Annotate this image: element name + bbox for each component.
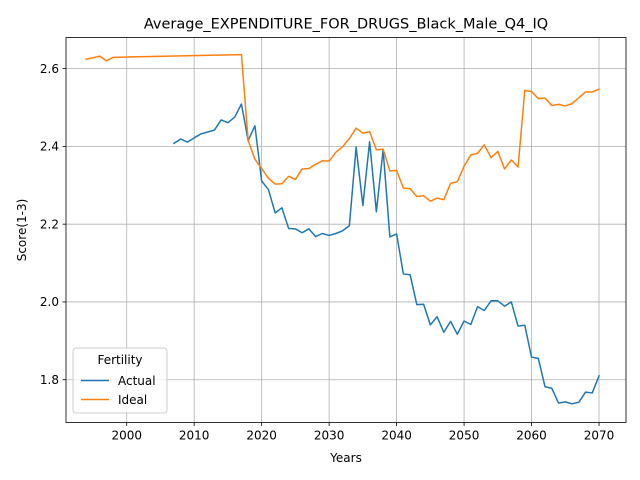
y-tick-label: 2.2 — [40, 217, 59, 231]
y-tick-label: 2.6 — [40, 62, 59, 76]
x-tick-label: 2030 — [314, 429, 345, 443]
x-tick-label: 2010 — [179, 429, 210, 443]
x-tick-label: 2060 — [516, 429, 547, 443]
legend-title: Fertility — [97, 353, 142, 367]
x-axis-ticks: 2000 2010 2020 2030 2040 2050 2060 2070 — [111, 422, 615, 443]
plot-frame — [65, 37, 627, 423]
x-tick-label: 2040 — [381, 429, 412, 443]
x-axis-label: Years — [329, 451, 362, 465]
legend-box — [72, 347, 168, 414]
y-axis-ticks: 1.8 2.0 2.2 2.4 2.6 — [40, 62, 66, 387]
series-line-ideal — [85, 53, 600, 202]
y-tick-label: 1.8 — [40, 373, 59, 387]
legend: Fertility Actual Ideal — [72, 347, 168, 414]
x-tick-label: 2070 — [584, 429, 615, 443]
series-line-actual — [172, 103, 600, 405]
legend-label-actual: Actual — [118, 374, 156, 388]
x-tick-label: 2000 — [111, 429, 142, 443]
chart-title: Average_EXPENDITURE_FOR_DRUGS_Black_Male… — [144, 17, 548, 33]
legend-label-ideal: Ideal — [118, 393, 147, 407]
x-tick-label: 2020 — [246, 429, 277, 443]
y-axis-label: Score(1-3) — [15, 199, 29, 262]
series-lines — [85, 53, 600, 405]
y-tick-label: 2.4 — [40, 140, 59, 154]
y-tick-label: 2.0 — [40, 295, 59, 309]
x-tick-label: 2050 — [449, 429, 480, 443]
